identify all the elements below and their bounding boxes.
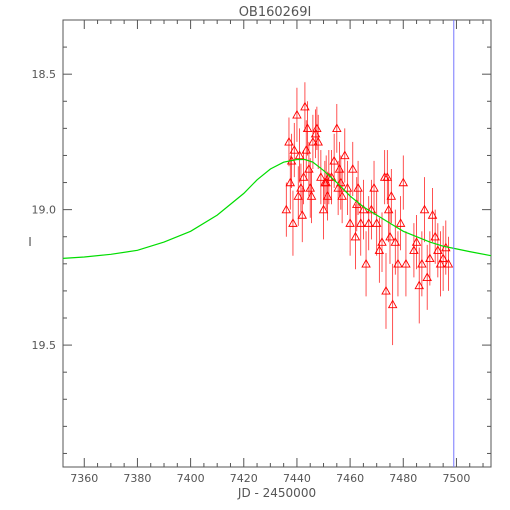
data-point — [304, 164, 314, 173]
data-point — [358, 204, 369, 214]
data-point — [347, 164, 358, 173]
data-point — [312, 123, 322, 133]
y-axis-tick-labels: 18.5 19.0 19.5 — [32, 68, 57, 352]
data-point — [334, 164, 345, 173]
data-point — [366, 204, 377, 214]
data-point — [302, 123, 313, 133]
data-point — [430, 231, 440, 241]
data-point — [345, 218, 355, 227]
data-point — [326, 172, 337, 181]
data-point — [289, 145, 300, 154]
chart-title: OB160269I — [239, 5, 312, 20]
data-point — [387, 299, 398, 309]
x-tick-label: 7380 — [123, 472, 151, 485]
data-point — [292, 109, 302, 119]
data-point — [300, 101, 310, 111]
error-bars — [285, 82, 449, 346]
data-point — [363, 218, 374, 227]
data-point — [285, 177, 296, 187]
y-tick-label: 19.5 — [32, 339, 57, 352]
data-point — [438, 253, 448, 263]
data-point — [401, 258, 411, 268]
data-point — [414, 280, 424, 290]
data-point — [355, 218, 366, 227]
data-point — [316, 172, 326, 181]
y-axis-label: I — [28, 235, 32, 249]
y-tick-label: 18.5 — [32, 68, 57, 81]
data-point — [297, 210, 308, 219]
data-point — [321, 177, 331, 187]
data-point — [332, 123, 342, 133]
data-point — [281, 204, 292, 214]
data-point — [310, 128, 321, 138]
data-point — [443, 258, 454, 268]
data-point — [385, 231, 395, 241]
data-point — [322, 191, 333, 200]
model-curve — [62, 158, 492, 259]
x-tick-label: 7420 — [230, 472, 258, 485]
data-point — [390, 237, 401, 246]
x-axis-label: JD - 2450000 — [237, 486, 316, 500]
data-point — [411, 237, 422, 246]
y-tick-label: 19.0 — [32, 204, 57, 217]
data-point — [371, 218, 382, 227]
data-point — [353, 183, 363, 192]
data-point — [342, 183, 353, 192]
data-point — [306, 191, 317, 200]
data-point — [393, 258, 403, 268]
x-tick-label: 7500 — [442, 472, 470, 485]
data-point — [294, 150, 305, 160]
data-point — [333, 183, 343, 192]
data-point — [422, 272, 432, 282]
data-point — [284, 136, 294, 146]
data-point — [398, 177, 409, 187]
data-point — [382, 172, 393, 181]
x-tick-label: 7360 — [70, 472, 98, 485]
plot-frame — [62, 19, 492, 468]
data-point — [340, 150, 350, 160]
data-point — [296, 183, 306, 192]
data-point — [377, 237, 387, 246]
data-points — [281, 101, 454, 309]
data-point — [329, 155, 339, 165]
data-point — [386, 191, 397, 200]
x-axis-ticks — [83, 20, 484, 467]
data-point — [369, 183, 379, 192]
y-axis-ticks — [63, 19, 491, 454]
data-point — [301, 145, 312, 154]
data-point — [293, 191, 304, 200]
data-point — [361, 258, 371, 268]
data-point — [433, 245, 443, 254]
data-point — [318, 204, 329, 214]
data-point — [313, 136, 323, 146]
data-point — [425, 253, 435, 263]
data-point — [419, 204, 430, 214]
data-point — [395, 218, 406, 227]
data-point — [409, 245, 419, 254]
data-point — [337, 191, 347, 200]
x-tick-label: 7480 — [389, 472, 417, 485]
data-point — [350, 231, 361, 241]
data-point — [381, 285, 391, 295]
data-point — [435, 258, 446, 268]
x-tick-label: 7440 — [283, 472, 311, 485]
data-point — [417, 258, 427, 268]
data-point — [383, 204, 394, 214]
data-point — [305, 183, 315, 192]
data-point — [308, 136, 318, 146]
data-point — [288, 218, 298, 227]
data-point — [298, 172, 309, 181]
x-tick-label: 7460 — [336, 472, 364, 485]
x-axis-tick-labels: 7360 7380 7400 7420 7440 7460 7480 7500 — [70, 472, 470, 485]
data-point — [374, 245, 385, 254]
x-tick-label: 7400 — [177, 472, 205, 485]
data-point — [427, 210, 438, 219]
